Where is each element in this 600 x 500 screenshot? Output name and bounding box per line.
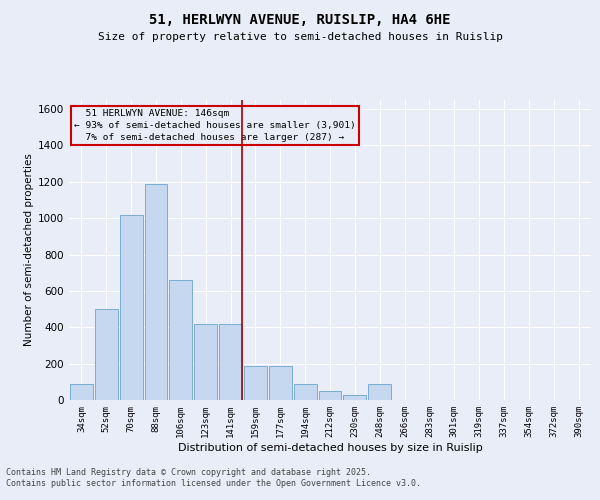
Bar [194,324,217,400]
X-axis label: Distribution of semi-detached houses by size in Ruislip: Distribution of semi-detached houses by … [178,442,482,452]
Bar [70,384,93,400]
Text: Contains HM Land Registry data © Crown copyright and database right 2025.
Contai: Contains HM Land Registry data © Crown c… [6,468,421,487]
Bar [269,366,292,400]
Bar [244,366,267,400]
Text: 51, HERLWYN AVENUE, RUISLIP, HA4 6HE: 51, HERLWYN AVENUE, RUISLIP, HA4 6HE [149,12,451,26]
Bar [343,396,366,400]
Bar [145,184,167,400]
Text: 51 HERLWYN AVENUE: 146sqm
← 93% of semi-detached houses are smaller (3,901)
  7%: 51 HERLWYN AVENUE: 146sqm ← 93% of semi-… [74,109,356,142]
Bar [319,391,341,400]
Text: Size of property relative to semi-detached houses in Ruislip: Size of property relative to semi-detach… [97,32,503,42]
Bar [120,214,143,400]
Bar [368,384,391,400]
Bar [95,309,118,400]
Y-axis label: Number of semi-detached properties: Number of semi-detached properties [24,154,34,346]
Bar [219,324,242,400]
Bar [294,384,317,400]
Bar [169,280,192,400]
